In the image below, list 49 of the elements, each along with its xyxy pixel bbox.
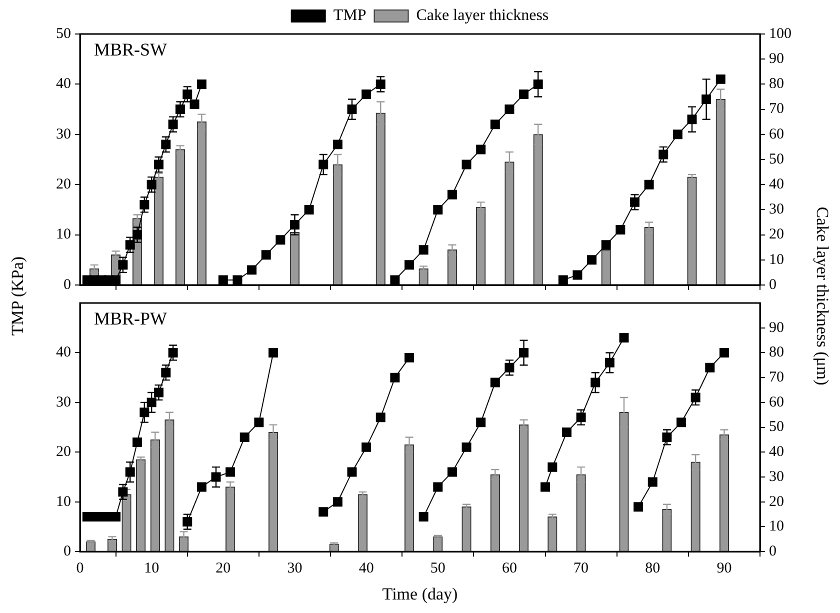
y-tick-label: 30 (56, 394, 71, 410)
y-tick-label: 50 (56, 26, 71, 42)
y2-tick-label: 50 (769, 151, 784, 168)
y2-tick-label: 20 (769, 494, 784, 510)
y2-tick-label: 10 (769, 518, 784, 535)
y2-tick-label: 10 (769, 252, 784, 268)
y-tick-label: 0 (64, 276, 71, 293)
x-tick-label: 20 (216, 560, 231, 577)
y2-tick-label: 100 (769, 26, 792, 42)
y2-tick-label: 30 (769, 468, 784, 485)
y2-tick-label: 40 (769, 176, 784, 193)
x-tick-label: 40 (358, 560, 374, 577)
y2-tick-label: 70 (769, 101, 784, 118)
x-tick-label: 50 (430, 560, 446, 577)
y2-tick-label: 40 (769, 444, 784, 460)
y-tick-label: 10 (56, 226, 71, 243)
y-axis-title: TMP (KPa) (8, 256, 28, 336)
y2-tick-label: 0 (769, 544, 776, 560)
y2-tick-label: 60 (769, 126, 784, 142)
y2-tick-label: 20 (769, 226, 784, 243)
y2-tick-label: 70 (769, 370, 784, 386)
y2-tick-label: 90 (769, 320, 784, 336)
y2-tick-label: 80 (769, 76, 784, 92)
y-tick-label: 40 (56, 344, 71, 361)
y-tick-label: 0 (64, 544, 71, 560)
y2-tick-label: 80 (769, 344, 784, 361)
x-tick-label: 30 (287, 560, 302, 577)
legend-label: Cake layer thickness (416, 7, 549, 24)
y2-tick-label: 50 (769, 419, 784, 436)
x-tick-label: 80 (645, 560, 660, 577)
x-tick-label: 70 (574, 560, 589, 577)
x-tick-label: 60 (502, 560, 517, 577)
y-tick-label: 30 (56, 126, 71, 142)
y2-tick-label: 90 (769, 51, 784, 68)
legend-label: TMP (333, 7, 366, 24)
x-tick-label: 0 (76, 560, 84, 577)
x-tick-label: 90 (716, 560, 732, 577)
y-tick-label: 10 (56, 494, 71, 510)
y-tick-label: 40 (56, 76, 71, 92)
y2-tick-label: 60 (769, 394, 784, 410)
y-tick-label: 20 (56, 176, 71, 193)
y2-axis-title: Cake layer thickness (μm) (812, 206, 832, 385)
x-axis-title: Time (day) (382, 584, 458, 604)
annotation: MBR-PW (94, 308, 168, 329)
annotation: MBR-SW (94, 40, 168, 60)
y2-tick-label: 0 (769, 276, 776, 293)
y-tick-label: 20 (56, 444, 71, 460)
x-tick-label: 10 (144, 560, 160, 577)
y2-tick-label: 30 (769, 202, 784, 218)
